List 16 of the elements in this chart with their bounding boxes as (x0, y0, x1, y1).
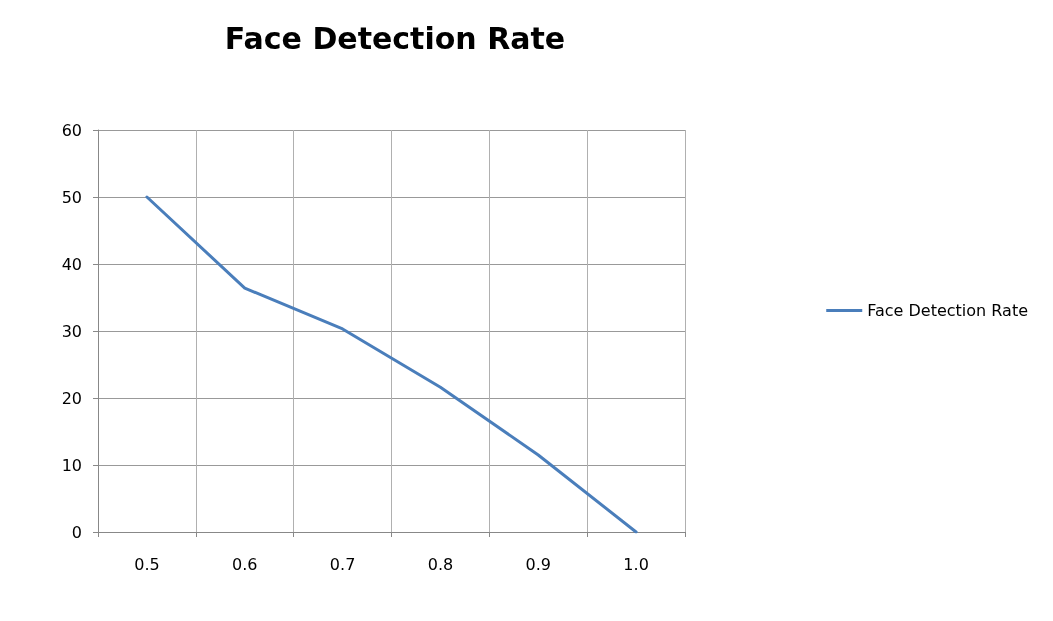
y-tick-label: 40 (61, 254, 82, 274)
x-tick-label: 1.0 (623, 554, 649, 574)
line-series (145, 195, 638, 534)
y-tick-label: 10 (61, 455, 82, 475)
y-tick-label: 60 (61, 120, 82, 140)
legend-label: Face Detection Rate (867, 301, 1028, 320)
y-tick-label: 0 (71, 522, 82, 542)
x-tick-label: 0.6 (232, 554, 258, 574)
y-tick-label: 50 (61, 187, 82, 207)
x-tick-label: 0.7 (329, 554, 356, 574)
x-tick-label: 0.9 (525, 554, 551, 574)
x-tick-label: 0.5 (134, 554, 160, 574)
y-tick-label: 20 (61, 388, 82, 408)
chart-title: Face Detection Rate (224, 20, 566, 56)
x-tick-label: 0.8 (427, 554, 454, 574)
y-tick-label: 30 (61, 321, 82, 341)
